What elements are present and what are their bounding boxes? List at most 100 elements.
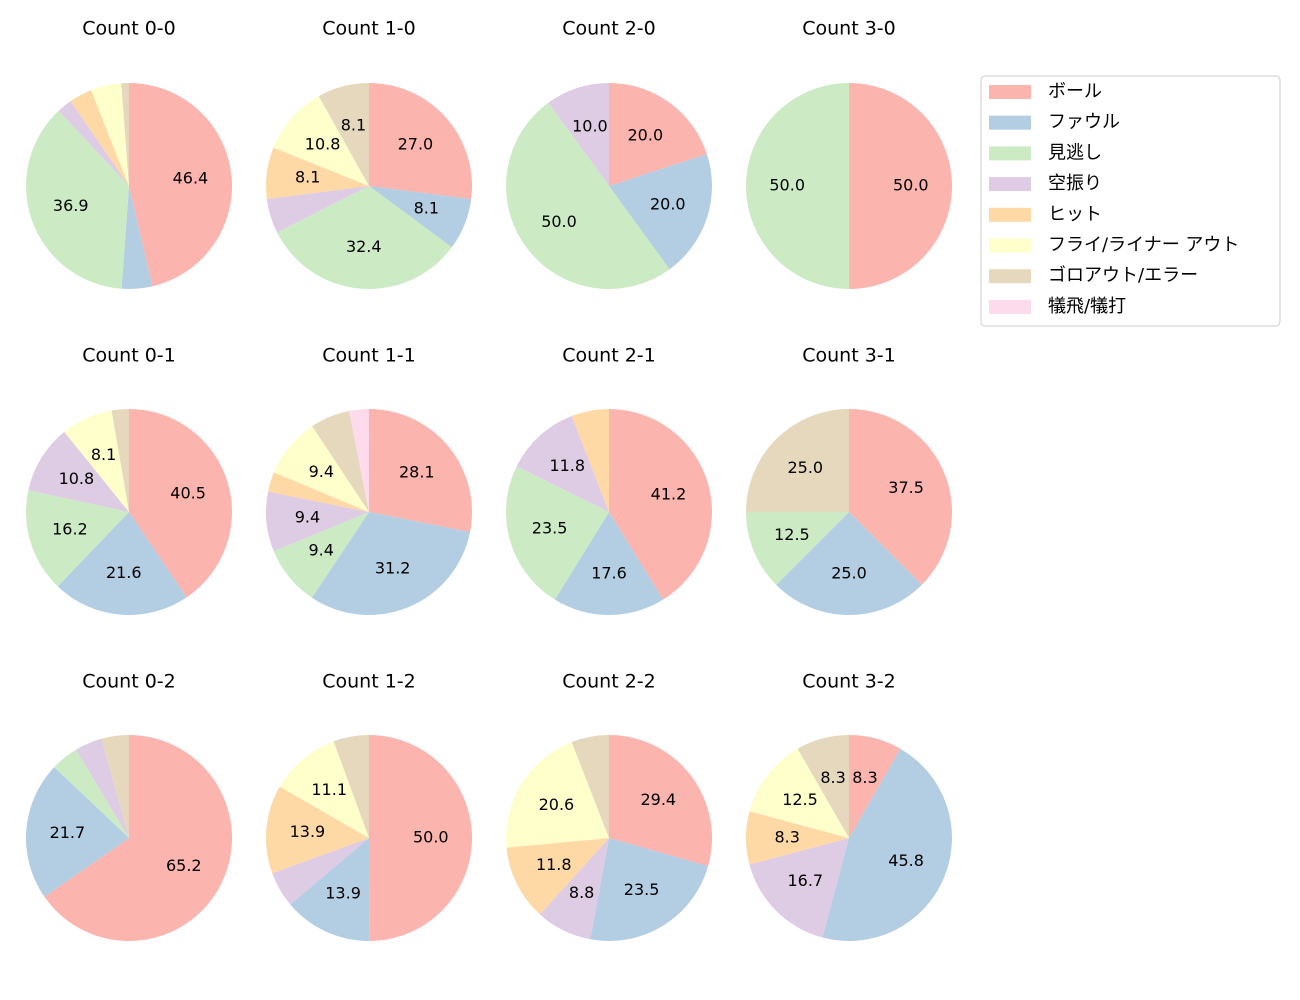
legend-label: ボール bbox=[1048, 81, 1102, 102]
slice-label: 16.2 bbox=[52, 520, 88, 539]
pie-slice bbox=[312, 410, 369, 512]
pie-slice bbox=[272, 838, 369, 905]
slice-label: 8.3 bbox=[820, 768, 845, 787]
slice-label: 32.4 bbox=[346, 237, 382, 256]
pie-slice bbox=[91, 83, 129, 186]
pie-slice bbox=[273, 512, 369, 598]
pie-slice bbox=[516, 415, 609, 512]
pie-slice bbox=[369, 735, 473, 941]
slice-label: 9.4 bbox=[309, 462, 334, 481]
slice-label: 20.0 bbox=[650, 195, 686, 214]
slice-label: 10.8 bbox=[305, 135, 341, 154]
pie-slice bbox=[265, 786, 369, 874]
pie-slice bbox=[776, 512, 922, 615]
pie-slice bbox=[266, 491, 369, 552]
chart-title: Count 1-1 bbox=[322, 345, 416, 367]
slice-label: 25.0 bbox=[831, 563, 867, 582]
pie-slice bbox=[54, 749, 130, 838]
pie-slice bbox=[609, 154, 712, 270]
pie-slice bbox=[273, 96, 369, 186]
slice-label: 40.5 bbox=[170, 483, 206, 502]
pie-slice bbox=[266, 147, 369, 200]
slice-label: 8.1 bbox=[295, 168, 320, 187]
pie-slice bbox=[797, 735, 849, 838]
legend-swatch bbox=[989, 207, 1031, 222]
pie-slice bbox=[101, 735, 129, 838]
pie-slice bbox=[571, 409, 609, 512]
slice-label: 10.8 bbox=[59, 469, 95, 488]
chart-title: Count 0-1 bbox=[82, 345, 176, 367]
pie-slice bbox=[506, 466, 609, 600]
pie-slice bbox=[746, 512, 849, 585]
pie-slice bbox=[121, 186, 153, 289]
slice-label: 12.5 bbox=[774, 525, 810, 544]
pie-slice bbox=[277, 186, 452, 289]
legend-swatch bbox=[989, 115, 1031, 130]
slice-label: 8.1 bbox=[341, 116, 366, 135]
slice-label: 36.9 bbox=[53, 196, 89, 215]
legend-swatch bbox=[989, 177, 1031, 192]
pie-slice bbox=[609, 735, 713, 867]
pie-slice bbox=[26, 767, 129, 897]
slice-label: 50.0 bbox=[893, 176, 929, 195]
legend-label: 見逃し bbox=[1048, 142, 1102, 163]
chart-title: Count 3-2 bbox=[802, 671, 896, 693]
pie-slice bbox=[849, 735, 901, 838]
pie-slice bbox=[129, 83, 232, 287]
slice-label: 29.4 bbox=[640, 790, 676, 809]
slice-label: 12.5 bbox=[782, 790, 818, 809]
slice-label: 23.5 bbox=[624, 880, 660, 899]
slice-label: 21.7 bbox=[50, 823, 86, 842]
pie-slice bbox=[26, 490, 129, 587]
pie-slice bbox=[279, 741, 369, 838]
pie-slice bbox=[506, 102, 670, 289]
slice-label: 45.8 bbox=[888, 851, 924, 870]
slice-label: 11.1 bbox=[311, 780, 347, 799]
pie-slice bbox=[268, 472, 369, 512]
pie-slice bbox=[749, 838, 849, 938]
pie-slice bbox=[333, 735, 369, 838]
legend-label: 犠飛/犠打 bbox=[1048, 296, 1126, 317]
pie-slice bbox=[75, 738, 129, 838]
pie-slice bbox=[111, 409, 129, 512]
pie-slice bbox=[571, 735, 609, 838]
pie-slice bbox=[849, 409, 952, 585]
chart-title: Count 1-0 bbox=[322, 18, 416, 40]
chart-title: Count 2-1 bbox=[562, 345, 656, 367]
chart-title: Count 3-1 bbox=[802, 345, 896, 367]
pie-slice bbox=[506, 838, 609, 915]
slice-label: 46.4 bbox=[173, 168, 209, 187]
slice-label: 10.0 bbox=[572, 117, 608, 136]
slice-label: 21.6 bbox=[106, 563, 142, 582]
pie-slice bbox=[311, 512, 471, 615]
legend-label: ファウル bbox=[1048, 112, 1120, 133]
slice-label: 17.6 bbox=[591, 563, 627, 582]
pie-slice bbox=[849, 83, 952, 289]
pie-slice bbox=[369, 83, 472, 200]
pie-slice bbox=[505, 741, 609, 848]
pie-slice bbox=[369, 186, 472, 248]
pie-slice bbox=[822, 748, 953, 941]
legend-swatch bbox=[989, 146, 1031, 161]
slice-label: 27.0 bbox=[398, 135, 434, 154]
legend-swatch bbox=[989, 238, 1031, 253]
pie-slice bbox=[28, 431, 129, 512]
slice-label: 11.8 bbox=[536, 855, 572, 874]
legend-swatch bbox=[989, 269, 1031, 284]
pie-slice bbox=[369, 409, 472, 533]
chart-title: Count 1-2 bbox=[322, 671, 416, 693]
slice-label: 31.2 bbox=[375, 559, 411, 578]
slice-label: 50.0 bbox=[769, 176, 805, 195]
pie-slice bbox=[121, 83, 129, 186]
slice-label: 16.7 bbox=[787, 871, 823, 890]
slice-label: 25.0 bbox=[787, 458, 823, 477]
pie-slice bbox=[749, 748, 849, 838]
chart-title: Count 2-0 bbox=[562, 18, 656, 40]
pie-slice bbox=[554, 512, 664, 615]
slice-label: 8.3 bbox=[774, 827, 799, 846]
slice-label: 65.2 bbox=[166, 856, 202, 875]
pie-slice bbox=[290, 838, 370, 942]
slice-label: 23.5 bbox=[532, 519, 568, 538]
legend-label: ゴロアウト/エラー bbox=[1048, 265, 1198, 286]
slice-label: 9.4 bbox=[308, 541, 333, 560]
